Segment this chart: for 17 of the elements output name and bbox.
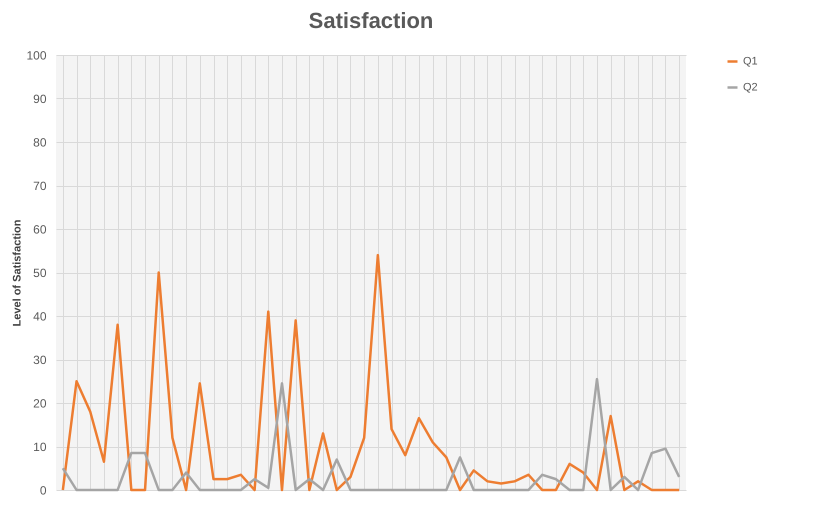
- y-tick-label: 0: [40, 484, 47, 498]
- y-tick-label: 40: [33, 310, 47, 324]
- legend-label: Q1: [743, 56, 758, 68]
- y-tick-label: 100: [26, 48, 47, 62]
- y-tick-label: 50: [33, 266, 47, 280]
- y-tick-label: 90: [33, 92, 47, 106]
- y-tick-label: 60: [33, 222, 47, 236]
- line-series: [62, 254, 680, 492]
- y-tick-label: 10: [33, 440, 47, 454]
- y-tick-label: 30: [33, 353, 47, 367]
- legend-label: Q2: [743, 82, 758, 94]
- line-series: [62, 378, 680, 492]
- y-tick-label: 20: [33, 396, 47, 410]
- chart-title: Satisfaction: [308, 8, 434, 33]
- y-tick-label: 80: [33, 136, 47, 150]
- y-tick-label: 70: [33, 179, 47, 193]
- y-axis-title: Level of Satisfaction: [11, 219, 24, 326]
